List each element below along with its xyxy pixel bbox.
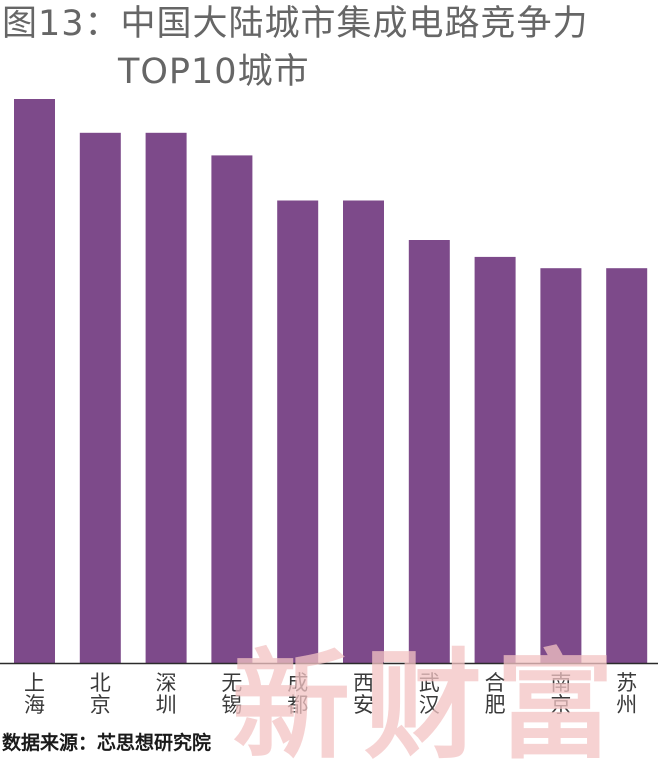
source-note: 数据来源：芯思想研究院 (2, 732, 212, 754)
bar-南京 (540, 268, 582, 663)
bar-武汉 (408, 240, 450, 663)
chart-title: 图13：中国大陆城市集成电路竞争力 TOP10城市 (2, 0, 589, 96)
bar-成都 (277, 200, 319, 663)
category-label: 深圳 (155, 671, 177, 717)
category-label: 苏州 (616, 671, 638, 717)
category-label: 无锡 (221, 671, 243, 717)
category-label: 上海 (24, 671, 45, 717)
bar-苏州 (606, 268, 648, 663)
bar-西安 (343, 200, 384, 663)
category-label: 西安 (353, 671, 374, 717)
chart-title-line1: 图13：中国大陆城市集成电路竞争力 (2, 4, 589, 44)
bar-合肥 (474, 256, 516, 663)
bar-上海 (14, 99, 55, 663)
bar-chart (0, 99, 658, 665)
category-label: 北京 (89, 671, 111, 717)
category-label: 武汉 (418, 671, 440, 717)
category-label: 合肥 (484, 671, 506, 717)
category-label: 成都 (287, 671, 309, 717)
bar-无锡 (211, 155, 253, 663)
bar-深圳 (145, 132, 187, 664)
category-label: 南京 (550, 671, 572, 717)
chart-title-line2: TOP10城市 (118, 52, 310, 92)
bar-北京 (79, 132, 121, 664)
